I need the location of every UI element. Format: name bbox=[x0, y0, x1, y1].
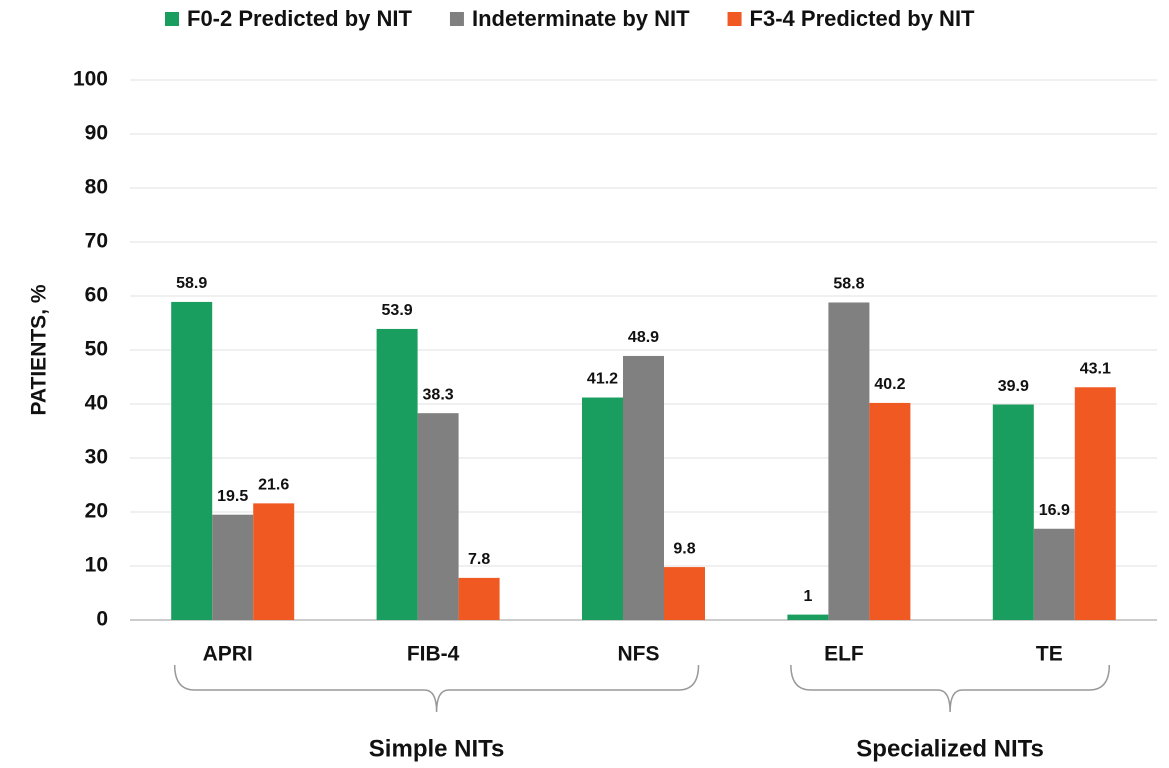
bar bbox=[664, 567, 705, 620]
legend-swatch bbox=[449, 12, 464, 26]
value-label: 58.9 bbox=[176, 275, 207, 292]
bar bbox=[582, 397, 623, 620]
bar bbox=[1074, 387, 1116, 620]
bar bbox=[417, 413, 459, 620]
y-tick-label: 90 bbox=[85, 122, 108, 145]
bar bbox=[869, 402, 911, 620]
value-label: 1 bbox=[803, 588, 812, 605]
y-tick-label: 0 bbox=[96, 608, 108, 631]
value-label: 53.9 bbox=[382, 302, 413, 319]
legend-swatch bbox=[165, 12, 179, 26]
y-tick-label: 40 bbox=[85, 392, 108, 415]
bar bbox=[828, 302, 870, 620]
group-label: Specialized NITs bbox=[856, 735, 1044, 762]
bar bbox=[253, 503, 295, 620]
y-tick-label: 60 bbox=[85, 284, 108, 307]
bar bbox=[212, 514, 254, 620]
x-tick-label: APRI bbox=[203, 643, 253, 666]
value-label: 40.2 bbox=[874, 376, 905, 393]
x-tick-label: NFS bbox=[618, 643, 660, 666]
y-tick-label: 70 bbox=[85, 230, 108, 253]
y-tick-label: 100 bbox=[73, 68, 108, 91]
bar bbox=[623, 355, 664, 620]
bar bbox=[787, 614, 829, 620]
y-axis-label: PATIENTS, % bbox=[28, 284, 51, 415]
value-label: 7.8 bbox=[468, 551, 490, 568]
y-tick-label: 10 bbox=[85, 554, 108, 577]
group-label: Simple NITs bbox=[369, 735, 505, 762]
bar bbox=[376, 328, 418, 620]
legend-label: F0-2 Predicted by NIT bbox=[187, 6, 413, 31]
legend-label: F3-4 Predicted by NIT bbox=[750, 6, 976, 31]
group-brace bbox=[173, 664, 700, 713]
bar bbox=[1033, 528, 1075, 620]
value-label: 39.9 bbox=[998, 378, 1029, 395]
value-label: 41.2 bbox=[587, 371, 618, 388]
value-label: 9.8 bbox=[673, 540, 695, 557]
value-label: 21.6 bbox=[258, 477, 289, 494]
value-label: 43.1 bbox=[1080, 360, 1111, 377]
bar bbox=[171, 301, 213, 620]
value-label: 19.5 bbox=[217, 488, 248, 505]
x-tick-label: ELF bbox=[824, 643, 864, 666]
value-label: 48.9 bbox=[628, 329, 659, 346]
value-label: 58.8 bbox=[833, 276, 864, 293]
x-tick-label: TE bbox=[1036, 643, 1063, 666]
value-label: 16.9 bbox=[1039, 502, 1070, 519]
y-tick-label: 20 bbox=[85, 500, 108, 523]
legend-swatch bbox=[727, 12, 742, 26]
y-tick-label: 80 bbox=[85, 176, 108, 199]
y-tick-label: 30 bbox=[85, 446, 108, 469]
legend-label: Indeterminate by NIT bbox=[472, 6, 690, 31]
bar bbox=[992, 404, 1034, 620]
group-brace bbox=[790, 664, 1111, 713]
value-label: 38.3 bbox=[423, 386, 454, 403]
bar bbox=[458, 577, 500, 620]
y-tick-label: 50 bbox=[85, 338, 108, 361]
x-tick-label: FIB-4 bbox=[407, 643, 460, 666]
